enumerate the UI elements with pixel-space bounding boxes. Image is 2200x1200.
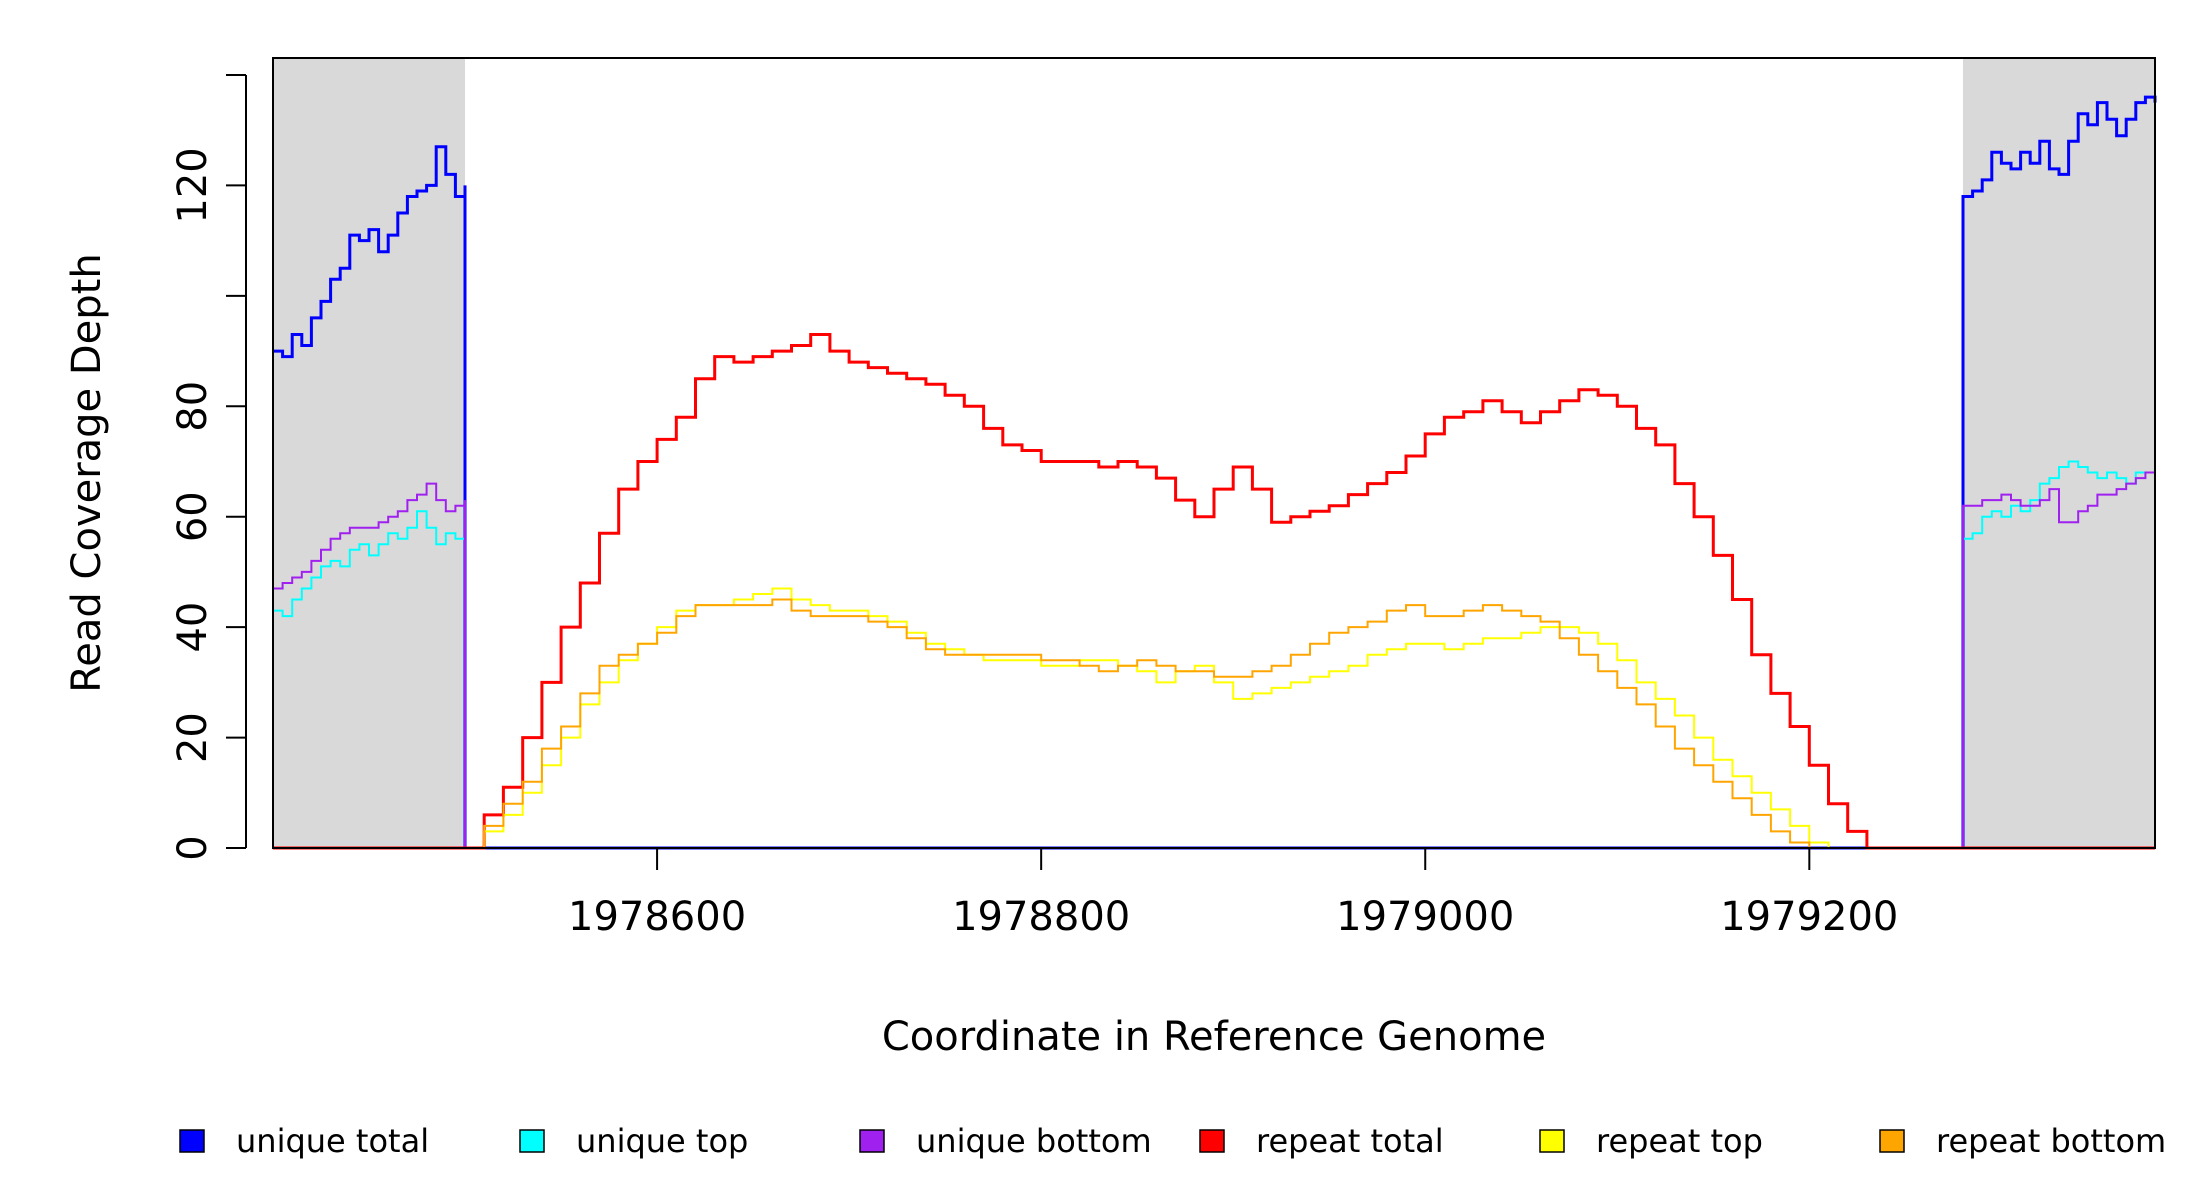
legend-swatch: [1539, 1129, 1565, 1153]
legend-swatch: [1199, 1129, 1225, 1153]
series-lines: [273, 95, 2157, 850]
series-unique-total: [273, 95, 2157, 850]
x-axis-title: Coordinate in Reference Genome: [882, 1014, 1546, 1060]
y-tick-label: 0: [170, 835, 216, 860]
legend-swatch: [179, 1129, 205, 1153]
x-tick-label: 1979200: [1720, 894, 1898, 940]
plot-frame: [272, 57, 2156, 849]
y-tick-label: 20: [170, 712, 216, 763]
shaded-regions: [273, 58, 2155, 848]
y-tick-label: 40: [170, 602, 216, 653]
legend-label: unique bottom: [916, 1122, 1152, 1160]
shaded-region-1: [273, 58, 466, 848]
legend-label: repeat bottom: [1936, 1122, 2166, 1160]
x-tick-label: 1978800: [952, 894, 1130, 940]
x-tick-label: 1979000: [1336, 894, 1514, 940]
legend-label: repeat top: [1596, 1122, 1763, 1160]
x-axis: 1978600 1978800 1979000 1979200: [568, 848, 1898, 940]
shaded-region-2: [1962, 58, 2155, 848]
y-axis: 0 20 40 60 80 120: [170, 74, 247, 861]
legend-swatch: [519, 1129, 545, 1153]
series-repeat-bottom: [273, 598, 2155, 849]
y-axis-title: Read Coverage Depth: [64, 253, 110, 692]
x-tick-label: 1978600: [568, 894, 746, 940]
series-repeat-top: [273, 587, 2155, 849]
series-unique-top: [273, 460, 2156, 849]
series-unique-bottom: [273, 467, 2156, 849]
legend-swatch: [1879, 1129, 1905, 1153]
legend-label: repeat total: [1256, 1122, 1444, 1160]
legend-label: unique total: [236, 1122, 429, 1160]
y-tick-label: 60: [170, 491, 216, 542]
legend-label: unique top: [576, 1122, 748, 1160]
series-repeat-total: [273, 333, 2155, 850]
legend: unique total unique top unique bottom repea…: [179, 1122, 2166, 1160]
legend-swatch: [859, 1129, 885, 1153]
y-tick-label: 120: [170, 147, 216, 223]
y-tick-label: 80: [170, 381, 216, 432]
